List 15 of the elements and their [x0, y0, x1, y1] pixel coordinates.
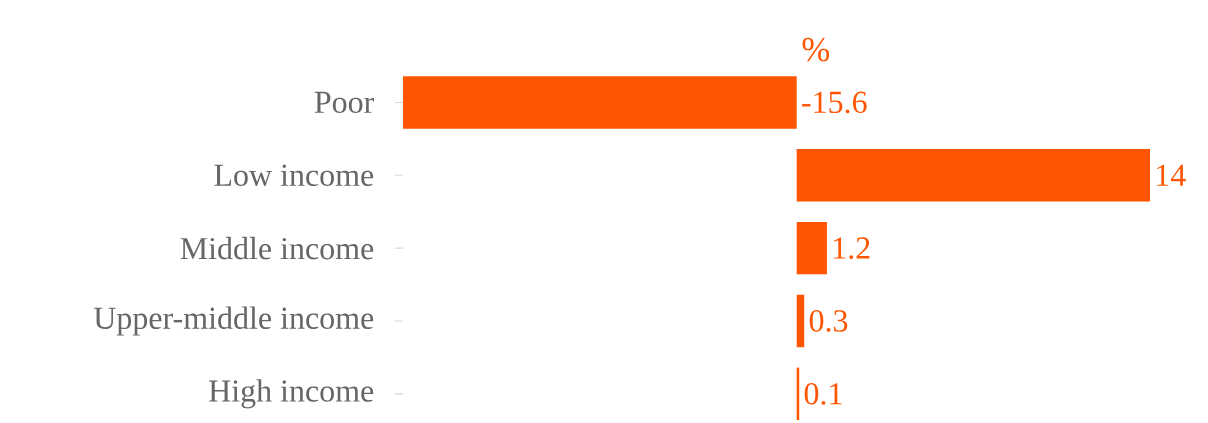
bar — [403, 76, 797, 129]
bar — [796, 149, 1150, 202]
data-label: -15.6 — [802, 91, 867, 114]
data-label: 0.1 — [804, 382, 842, 405]
chart-title: % — [802, 37, 830, 62]
bar — [796, 294, 805, 348]
y-tick-label: High income — [209, 379, 374, 409]
y-tick-label: Upper-middle income — [93, 306, 374, 336]
y-tick-label: Poor — [314, 91, 374, 114]
data-label: 0.3 — [809, 310, 848, 332]
bar — [796, 221, 827, 275]
data-label: 14 — [1157, 164, 1186, 186]
y-tick-label: Low income — [214, 164, 374, 187]
y-tick-label: Middle income — [180, 236, 374, 260]
data-label: 1.2 — [834, 237, 870, 259]
